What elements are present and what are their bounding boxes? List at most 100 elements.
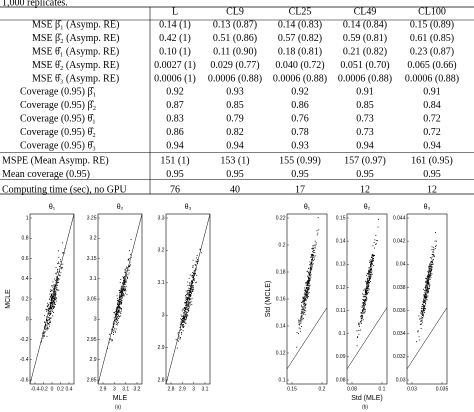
cell: 0.14 (1) [159,20,191,31]
scatter-dot [52,309,53,311]
scatter-dot [47,304,49,306]
scatter-dot [57,268,59,270]
scatter-dot [58,278,60,279]
scatter-dot [62,263,64,265]
scatter-dot [360,321,361,322]
scatter-dot [366,285,368,287]
scatter-dot [306,293,308,295]
scatter-dot [425,286,427,288]
y-tick-label: 3.3 [158,215,165,221]
cell: 0.95 [166,169,184,180]
scatter-dot [369,278,370,280]
scatter-dot [182,322,184,323]
scatter-dot [201,252,202,254]
scatter-dot [114,320,116,322]
scatter-dot [370,274,372,276]
scatter-dot [310,257,312,259]
scatter-dot [367,287,368,289]
scatter-dot [130,254,131,256]
scatter-dot [187,304,188,306]
scatter-dot [45,328,47,330]
scatter-dot [417,330,419,332]
scatter-dot [422,309,424,311]
scatter-dot [122,291,123,293]
scatter-dot [186,306,188,308]
scatter-dot [302,302,304,304]
scatter-dot [119,308,121,310]
cell: 153 (1) [220,156,249,167]
scatter-dot [371,268,373,270]
scatter-dot [311,254,313,256]
scatter-dot [184,307,186,309]
scatter-dot [426,298,428,300]
scatter-dot [55,294,57,296]
scatter-dot [365,291,367,293]
scatter-dot [121,294,123,296]
scatter-dot [431,263,433,265]
scatter-dot [186,305,188,307]
scatter-dot [363,299,365,301]
scatter-dot [120,296,122,298]
scatter-dot [113,321,115,323]
scatter-dot [127,259,129,261]
scatter-dot [422,315,423,316]
scatter-dot [125,268,127,269]
scatter-dot [305,296,307,297]
scatter-dot [112,330,114,332]
scatter-dot [123,280,125,282]
scatter-dot [117,301,119,302]
scatter-dot [426,276,428,278]
scatter-dot [309,267,311,269]
plot-title: θ₁ [304,204,311,211]
scatter-dot [366,283,367,285]
scatter-dot [303,299,305,301]
scatter-dot [430,265,432,267]
scatter-dot [368,269,369,271]
scatter-dot [365,299,367,301]
scatter-dot [184,302,186,303]
scatter-dot [188,308,189,310]
scatter-dot [57,278,59,280]
scatter-dot [366,292,368,293]
scatter-dot [306,281,308,283]
scatter-dot [60,259,61,261]
scatter-dot [360,316,362,318]
scatter-dot [181,319,182,320]
scatter-dot [116,303,118,305]
scatter-dot [47,306,48,308]
scatter-dot [124,279,125,281]
scatter-dot [307,276,309,278]
scatter-dot [310,272,311,274]
scatter-dot [310,262,312,264]
scatter-dot [425,293,426,295]
x-tick-label: 0.1 [379,386,386,392]
scatter-dot [52,301,54,303]
scatter-dot [121,294,123,296]
scatter-dot [419,318,421,320]
scatter-dot [370,268,372,270]
scatter-dot [187,299,189,301]
scatter-dot [52,285,54,286]
scatter-dot [299,320,301,322]
scatter-dot [368,286,370,288]
scatter-dot [122,283,124,285]
scatter-dot [54,290,56,292]
scatter-dot [306,295,308,296]
scatter-dot [124,271,126,273]
y-axis-label: Std (MCLE) [265,281,272,318]
scatter-dot [58,281,59,283]
scatter-dot [305,293,307,295]
scatter-dot [305,294,307,296]
scatter-dot [47,322,49,324]
scatter-dot [427,283,429,284]
scatter-dot [51,290,53,292]
scatter-dot [115,328,117,330]
scatter-dot [188,290,190,291]
scatter-dot [305,282,307,284]
scatter-dot [117,300,118,301]
scatter-dot [61,267,63,269]
scatter-dot [46,335,48,337]
scatter-dot [427,276,429,278]
scatter-dot [429,263,430,265]
scatter-dot [421,311,423,313]
